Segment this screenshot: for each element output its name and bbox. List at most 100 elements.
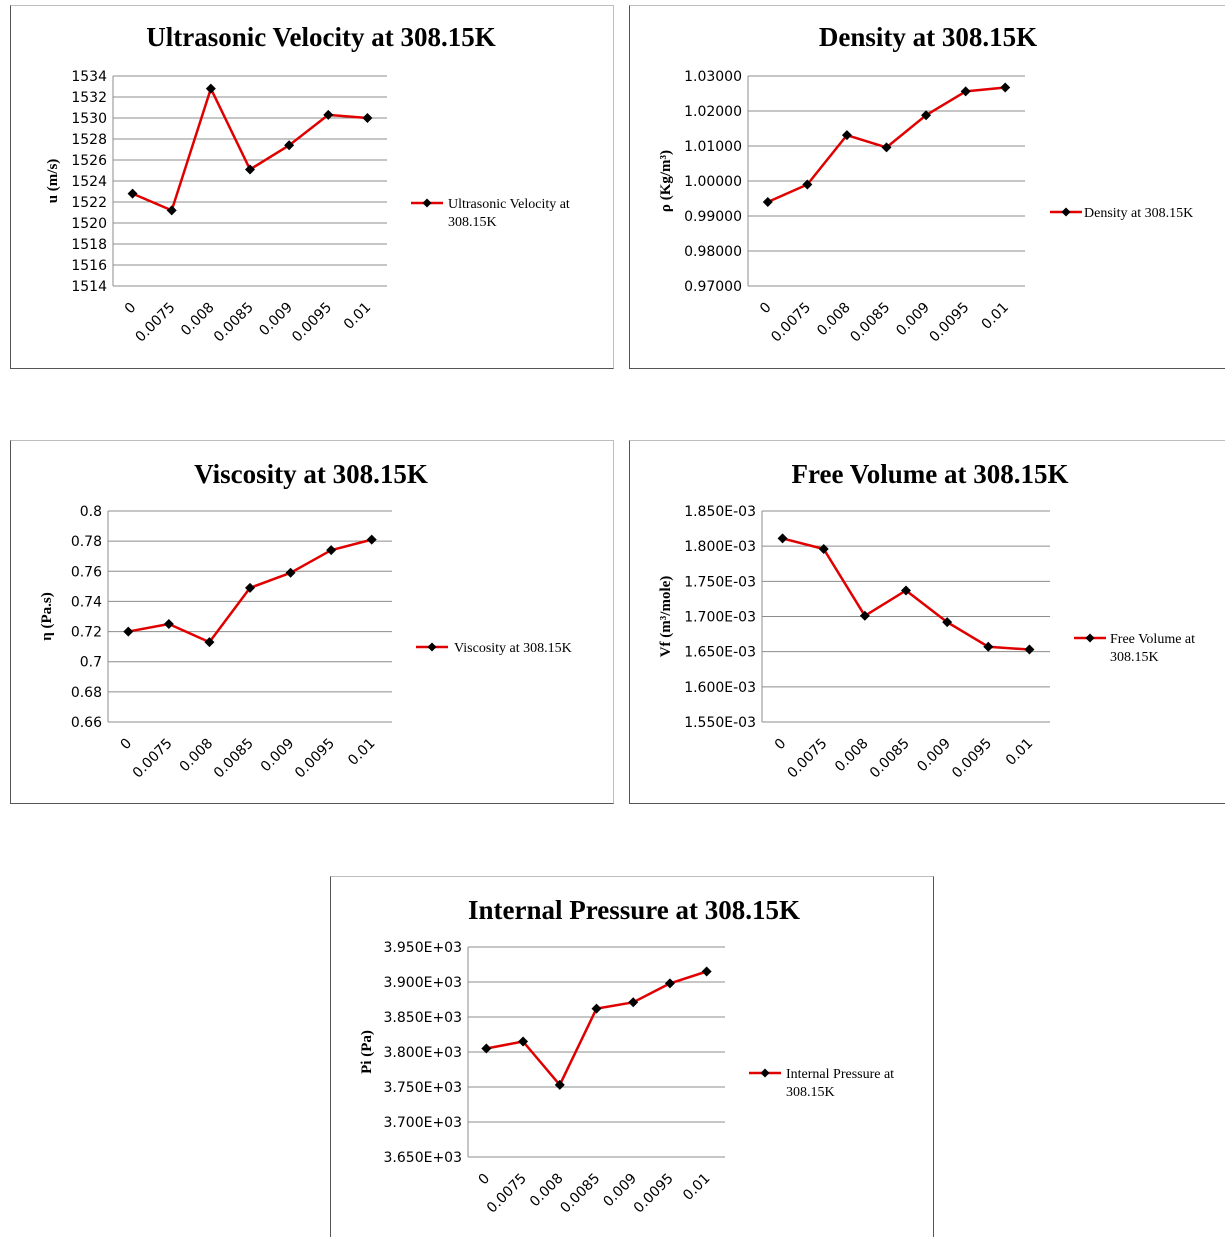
- y-tick-label: 1526: [71, 153, 107, 169]
- x-tick-label: 0: [122, 300, 140, 318]
- data-point: [628, 997, 639, 1008]
- y-tick-label: 1.03000: [684, 69, 742, 85]
- x-tick-label: 0.01: [345, 736, 378, 769]
- y-tick-label: 0.66: [71, 715, 102, 731]
- y-axis-label: η (Pa.s): [39, 592, 55, 641]
- series-line: [132, 87, 368, 212]
- data-point: [983, 641, 994, 652]
- legend-marker: [760, 1068, 770, 1078]
- data-point: [802, 179, 813, 190]
- series-line: [486, 970, 708, 1087]
- data-point: [285, 567, 296, 578]
- data-point: [1000, 82, 1011, 93]
- y-tick-label: 1516: [71, 258, 107, 274]
- y-tick-label: 0.97000: [684, 279, 742, 295]
- x-tick-label: 0.0095: [631, 1171, 677, 1217]
- y-tick-label: 1.750E-03: [684, 574, 756, 590]
- chart-panel-viscosity: Viscosity at 308.15K 0.66 0.68 0.7 0.72 0.74 0…: [10, 440, 614, 804]
- legend-marker: [1085, 633, 1095, 643]
- y-tick-label: 1.01000: [684, 139, 742, 155]
- y-tick-label: 0.8: [80, 504, 102, 520]
- data-point: [777, 533, 788, 544]
- chart-title: Density at 308.15K: [819, 22, 1037, 52]
- x-tick-label: 0.008: [177, 736, 217, 776]
- y-axis-label: ρ (Kg/m³): [658, 150, 674, 212]
- x-tick-label: 0.0075: [130, 736, 176, 782]
- y-tick-label: 1.00000: [684, 174, 742, 190]
- x-tick-label: 0.0085: [867, 736, 913, 782]
- y-tick-label: 0.74: [71, 594, 102, 610]
- x-tick-label: 0.009: [914, 736, 954, 776]
- x-tick-label: 0.0075: [785, 736, 831, 782]
- y-tick-label: 1.02000: [684, 104, 742, 120]
- y-tick-label: 1520: [71, 216, 107, 232]
- data-point: [881, 142, 892, 153]
- x-tick-label: 0: [757, 300, 775, 318]
- data-point: [245, 582, 255, 593]
- y-tick-label: 1528: [71, 132, 107, 148]
- legend-label: Internal Pressure at: [786, 1067, 894, 1082]
- y-tick-label: 1.550E-03: [684, 715, 756, 731]
- x-tick-label: 0.008: [832, 736, 872, 776]
- y-tick-label: 3.850E+03: [384, 1010, 462, 1026]
- data-point: [362, 113, 373, 123]
- y-tick-label: 1.650E-03: [684, 645, 756, 661]
- x-tick-label: 0.0085: [211, 300, 257, 346]
- legend-label: Ultrasonic Velocity at: [448, 197, 570, 212]
- x-tick-label: 0.0085: [847, 300, 893, 346]
- chart-title: Ultrasonic Velocity at 308.15K: [146, 22, 495, 52]
- legend-marker: [427, 642, 437, 652]
- x-tick-label: 0.0085: [211, 736, 257, 782]
- y-tick-label: 0.7: [80, 655, 102, 671]
- data-point: [960, 86, 971, 97]
- y-tick-label: 0.99000: [684, 209, 742, 225]
- y-tick-label: 1530: [71, 111, 107, 127]
- chart-svg: Ultrasonic Velocity at 308.15K 1514 1516 15…: [45, 22, 570, 346]
- y-tick-label: 3.650E+03: [384, 1150, 462, 1166]
- y-tick-label: 1.700E-03: [684, 610, 756, 626]
- y-tick-label: 0.76: [71, 564, 102, 580]
- chart-panel-internal-pressure: Internal Pressure at 308.15K 3.650E+03 3.7…: [330, 876, 934, 1237]
- x-tick-label: 0.0095: [292, 736, 338, 782]
- y-tick-label: 3.700E+03: [384, 1115, 462, 1131]
- data-point: [123, 626, 134, 637]
- data-point: [326, 545, 337, 556]
- data-point: [127, 188, 138, 199]
- x-tick-label: 0.009: [258, 736, 298, 776]
- chart-svg: Internal Pressure at 308.15K 3.650E+03 3.7…: [359, 895, 894, 1217]
- data-point: [591, 1003, 602, 1014]
- chart-svg: Viscosity at 308.15K 0.66 0.68 0.7 0.72 0.74 0…: [39, 459, 572, 782]
- x-tick-label: 0.01: [680, 1171, 713, 1204]
- y-tick-label: 0.68: [71, 685, 102, 701]
- data-point: [554, 1079, 565, 1090]
- y-tick-label: 1522: [71, 195, 107, 211]
- data-point: [942, 617, 953, 628]
- legend-label: 308.15K: [1110, 650, 1159, 665]
- data-point: [323, 109, 334, 120]
- x-tick-label: 0.0075: [484, 1171, 530, 1217]
- legend-label: Free Volume at: [1110, 632, 1195, 647]
- chart-panel-free-volume: Free Volume at 308.15K 1.550E-03 1.600E-03…: [629, 440, 1225, 804]
- x-tick-label: 0.0075: [133, 300, 179, 346]
- data-point: [245, 164, 255, 175]
- chart-svg: Density at 308.15K 0.97000 0.98000 0.99000 1…: [658, 22, 1193, 346]
- y-tick-label: 1532: [71, 90, 107, 106]
- data-point: [1024, 644, 1035, 655]
- x-tick-label: 0.01: [341, 300, 374, 333]
- data-point: [481, 1043, 492, 1054]
- legend-marker: [422, 198, 432, 208]
- chart-svg: Free Volume at 308.15K 1.550E-03 1.600E-03…: [658, 459, 1195, 782]
- data-point: [701, 966, 712, 977]
- y-tick-label: 0.78: [71, 534, 102, 550]
- legend-marker: [1061, 207, 1071, 217]
- y-tick-label: 0.98000: [684, 244, 742, 260]
- chart-title: Free Volume at 308.15K: [792, 459, 1069, 489]
- y-tick-label: 0.72: [71, 625, 102, 641]
- y-tick-label: 1514: [71, 279, 107, 295]
- y-axis-label: Pi (Pa): [359, 1030, 375, 1074]
- y-axis-label: u (m/s): [45, 159, 61, 204]
- y-axis-label: Vf (m³/mole): [658, 576, 674, 658]
- y-tick-label: 3.800E+03: [384, 1045, 462, 1061]
- data-point: [163, 619, 174, 630]
- x-tick-label: 0.01: [1003, 736, 1036, 769]
